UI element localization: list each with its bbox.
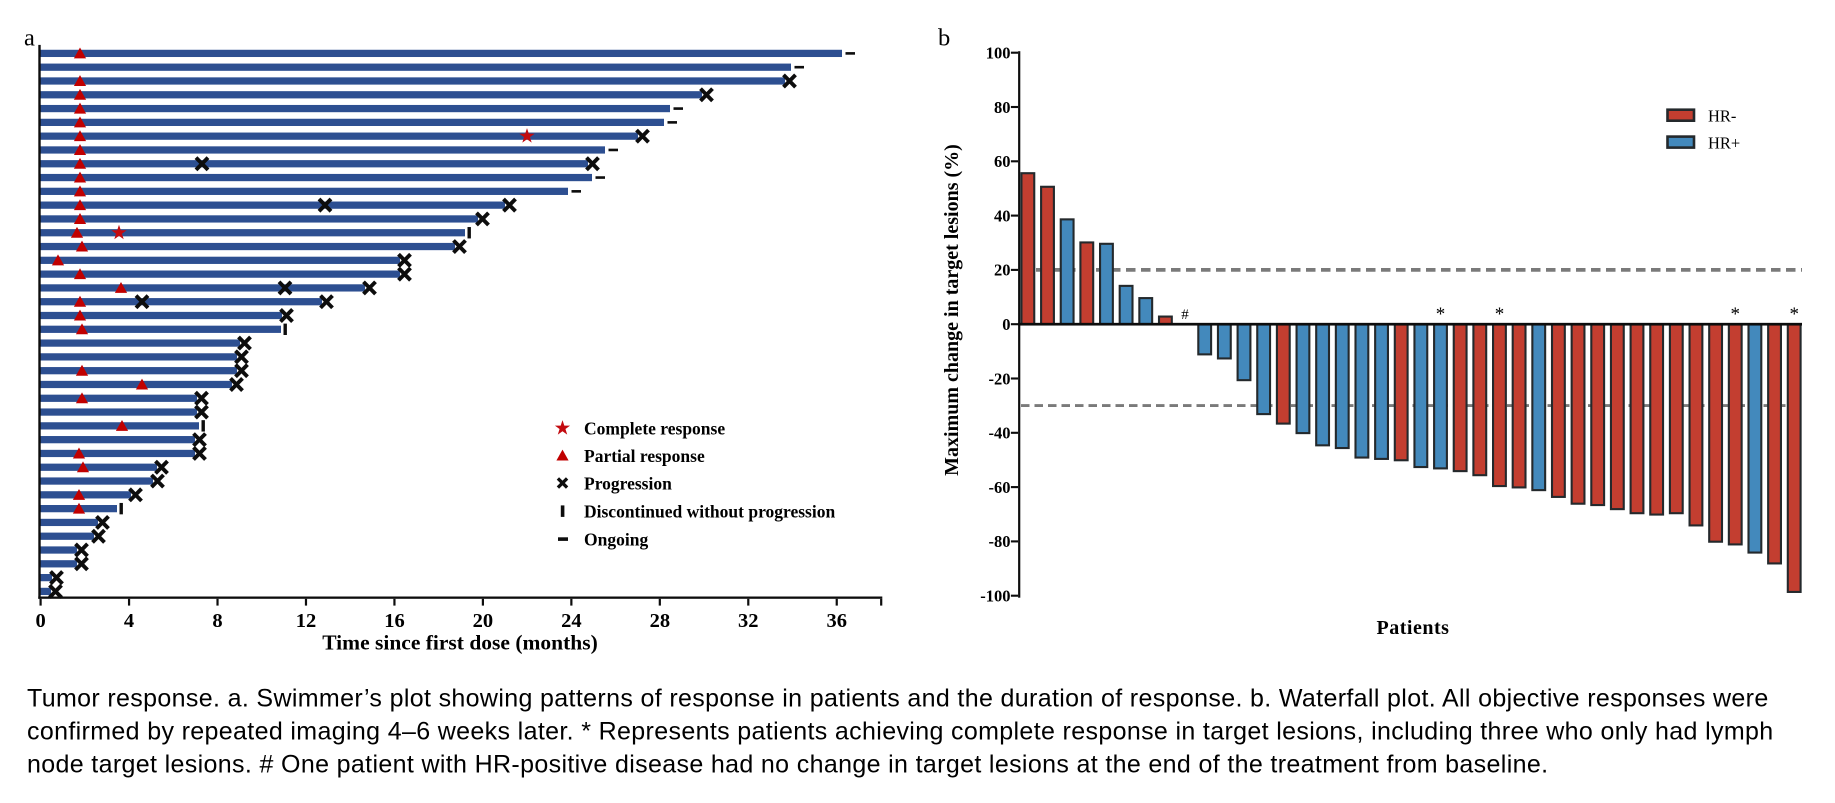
svg-text:100: 100	[986, 44, 1011, 63]
svg-text:*: *	[1436, 304, 1446, 325]
svg-text:16: 16	[384, 610, 405, 632]
svg-text:36: 36	[826, 610, 847, 632]
svg-text:12: 12	[296, 610, 317, 632]
svg-text:HR-: HR-	[1708, 107, 1736, 126]
svg-text:Partial response: Partial response	[584, 446, 705, 466]
svg-text:0: 0	[1002, 315, 1010, 334]
svg-text:Tumor response. a. Swimmer’s p: Tumor response. a. Swimmer’s plot showin…	[27, 685, 1769, 713]
svg-text:0: 0	[35, 610, 45, 632]
svg-text:32: 32	[738, 610, 759, 632]
svg-text:20: 20	[994, 261, 1011, 280]
svg-text:Progression: Progression	[584, 473, 672, 493]
svg-text:b: b	[938, 25, 950, 52]
svg-text:Patients: Patients	[1377, 617, 1450, 639]
svg-text:-40: -40	[989, 424, 1011, 443]
svg-text:*: *	[1495, 304, 1505, 325]
svg-text:-60: -60	[989, 478, 1011, 497]
svg-text:8: 8	[212, 610, 222, 632]
svg-text:Time since first dose (months): Time since first dose (months)	[322, 631, 598, 655]
svg-text:28: 28	[650, 610, 671, 632]
svg-text:Discontinued without progressi: Discontinued without progression	[584, 502, 835, 522]
svg-text:#: #	[1181, 307, 1189, 323]
svg-text:24: 24	[561, 610, 582, 632]
svg-text:confirmed by repeated imaging: confirmed by repeated imaging 4–6 weeks …	[27, 718, 1774, 746]
svg-text:HR+: HR+	[1708, 133, 1740, 152]
svg-text:40: 40	[994, 206, 1011, 225]
svg-text:Complete response: Complete response	[584, 418, 725, 438]
svg-text:Maximum change in target lesio: Maximum change in target lesions (%)	[941, 144, 963, 476]
svg-text:Ongoing: Ongoing	[584, 529, 648, 549]
svg-text:*: *	[1789, 304, 1799, 325]
svg-text:-100: -100	[980, 587, 1010, 606]
svg-text:-80: -80	[989, 532, 1011, 551]
svg-text:node target lesions. # One pat: node target lesions. # One patient with …	[27, 751, 1548, 779]
svg-text:*: *	[1730, 304, 1740, 325]
svg-text:-20: -20	[989, 369, 1011, 388]
svg-text:a: a	[24, 25, 35, 52]
svg-text:80: 80	[994, 98, 1011, 117]
svg-text:4: 4	[124, 610, 134, 632]
svg-text:60: 60	[994, 152, 1011, 171]
svg-text:20: 20	[473, 610, 494, 632]
